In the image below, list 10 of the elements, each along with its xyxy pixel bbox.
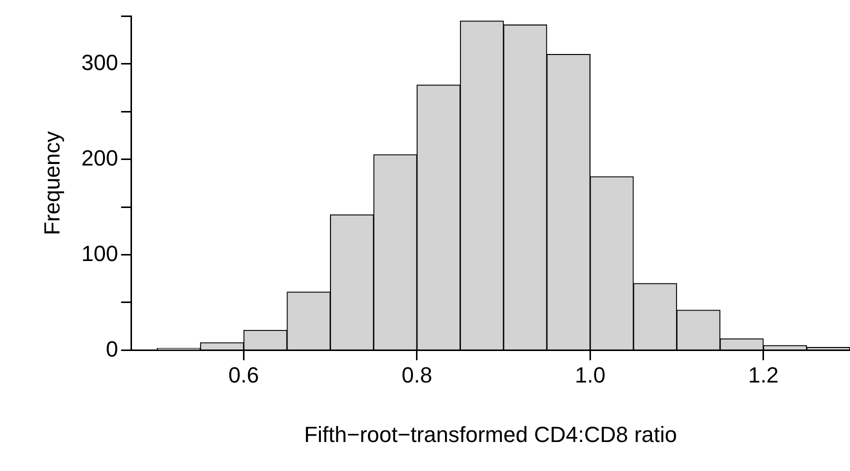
y-axis-title: Frequency	[39, 131, 64, 236]
x-tick-label: 0.8	[402, 362, 432, 388]
y-tick-label: 200	[81, 145, 118, 170]
x-axis-title: Fifth−root−transformed CD4:CD8 ratio	[304, 422, 678, 447]
x-tick-label: 0.6	[228, 362, 259, 388]
y-tick-label: 100	[81, 240, 118, 266]
x-tick-label: 1.2	[748, 362, 779, 388]
y-tick-label: 0	[106, 336, 118, 362]
y-tick-label: 300	[81, 50, 118, 75]
x-tick-label: 1.0	[574, 362, 606, 388]
